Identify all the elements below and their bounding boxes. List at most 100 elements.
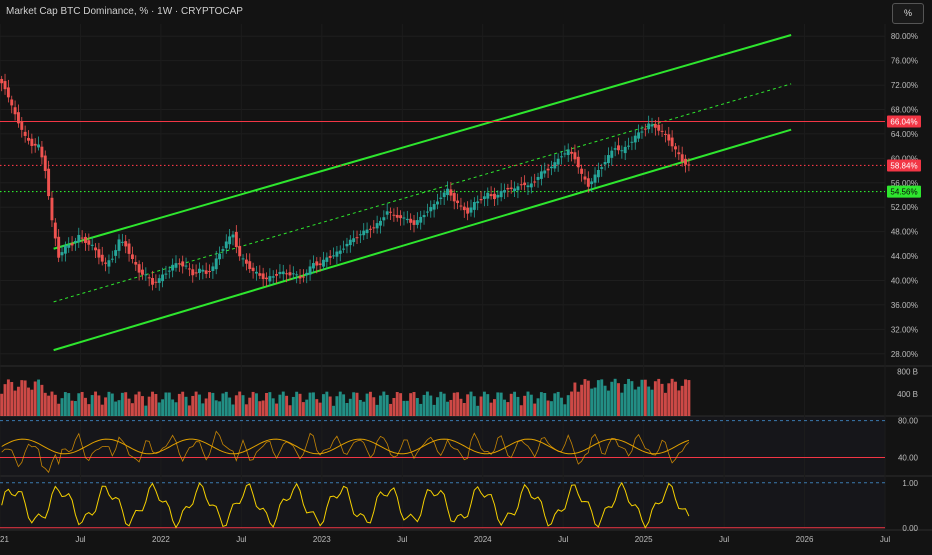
x-tick-label: Jul (719, 535, 729, 544)
candle-body (529, 183, 533, 188)
volume-bar (449, 399, 453, 416)
volume-bar (452, 392, 456, 416)
unit-toggle-button[interactable]: % (892, 3, 924, 24)
candle-body (174, 263, 178, 268)
candle-body (560, 156, 563, 158)
candle-body (157, 278, 161, 283)
volume-bar (234, 395, 238, 416)
candle-body (476, 201, 480, 204)
candle-body (338, 250, 342, 254)
x-tick-label: Jul (397, 535, 407, 544)
price-label-box (887, 115, 921, 128)
volume-bar (338, 391, 342, 416)
volume-bar (516, 396, 520, 416)
candle-body (191, 269, 195, 276)
volume-bar (23, 380, 27, 416)
x-tick-label: 2025 (635, 535, 653, 544)
oscillator-pane (0, 476, 885, 530)
candle-body (479, 199, 483, 201)
candle-body (70, 243, 74, 246)
volume-bar (570, 391, 574, 416)
candle-body (539, 171, 543, 179)
candle-body (218, 253, 222, 260)
volume-bar (167, 392, 171, 416)
candle-body (47, 168, 51, 197)
candle-body (348, 239, 352, 246)
volume-bar (238, 391, 242, 416)
volume-bar (114, 401, 118, 416)
candle-body (392, 214, 396, 216)
volume-bar (224, 391, 228, 416)
candle-body (674, 146, 677, 150)
candle-body (265, 277, 268, 280)
y-tick-label: 48.00% (891, 228, 918, 237)
candle-body (63, 245, 67, 254)
volume-bar (10, 382, 14, 416)
candle-body (446, 188, 449, 196)
volume-bar (97, 395, 101, 416)
volume-bar (84, 397, 87, 416)
y-tick-label: 44.00% (891, 252, 918, 261)
volume-bar (40, 384, 44, 416)
volume-bar (241, 395, 245, 416)
candle-body (526, 185, 530, 188)
candle-body (201, 269, 205, 272)
candle-body (449, 189, 453, 196)
volume-bar (623, 384, 627, 416)
volume-bar (214, 400, 218, 416)
candle-body (171, 264, 175, 271)
candle-body (295, 274, 299, 276)
candle-body (556, 158, 560, 165)
candle-body (596, 170, 600, 178)
candle-body (640, 131, 644, 133)
volume-bar (503, 399, 506, 416)
candle-body (543, 170, 547, 174)
candle-body (566, 149, 570, 156)
volume-bar (620, 392, 624, 416)
volume-bar (221, 393, 225, 416)
volume-bar (352, 392, 356, 416)
candle-body (80, 237, 84, 239)
candle-body (415, 220, 419, 225)
candle-body (466, 207, 470, 214)
candle-body (301, 276, 305, 278)
candle-body (573, 152, 577, 160)
candle-body (459, 205, 463, 207)
candle-body (37, 144, 41, 148)
candle-body (204, 270, 208, 274)
volume-bar (482, 391, 486, 416)
candle-body (610, 150, 614, 158)
candle-body (509, 187, 513, 189)
volume-bar (27, 387, 30, 416)
volume-bar (298, 393, 302, 416)
volume-bar (650, 389, 654, 416)
candle-body (288, 272, 292, 276)
volume-bar (184, 396, 188, 416)
candle-body (372, 227, 376, 229)
channel-upper-line (53, 34, 792, 250)
volume-bar (479, 396, 483, 416)
oscillator-tick-label: 0.00 (902, 524, 918, 533)
volume-bar (523, 395, 527, 416)
candle-body (345, 243, 349, 247)
volume-bar (6, 379, 10, 416)
candle-body (298, 276, 302, 279)
volume-bar (462, 403, 466, 416)
price-label-text: 66.04% (890, 117, 917, 126)
candle-body (432, 204, 436, 210)
volume-bar (613, 378, 617, 416)
candle-body (221, 249, 225, 251)
candle-body (439, 197, 443, 199)
volume-bar (442, 393, 446, 416)
y-tick-label: 52.00% (891, 203, 918, 212)
volume-bar (556, 391, 560, 416)
volume-bar (63, 392, 67, 416)
volume-bar (201, 403, 205, 416)
volume-bar (342, 394, 346, 416)
volume-bar (663, 392, 667, 416)
candle-body (60, 252, 64, 256)
volume-bar (382, 391, 386, 416)
volume-bar (456, 392, 460, 416)
